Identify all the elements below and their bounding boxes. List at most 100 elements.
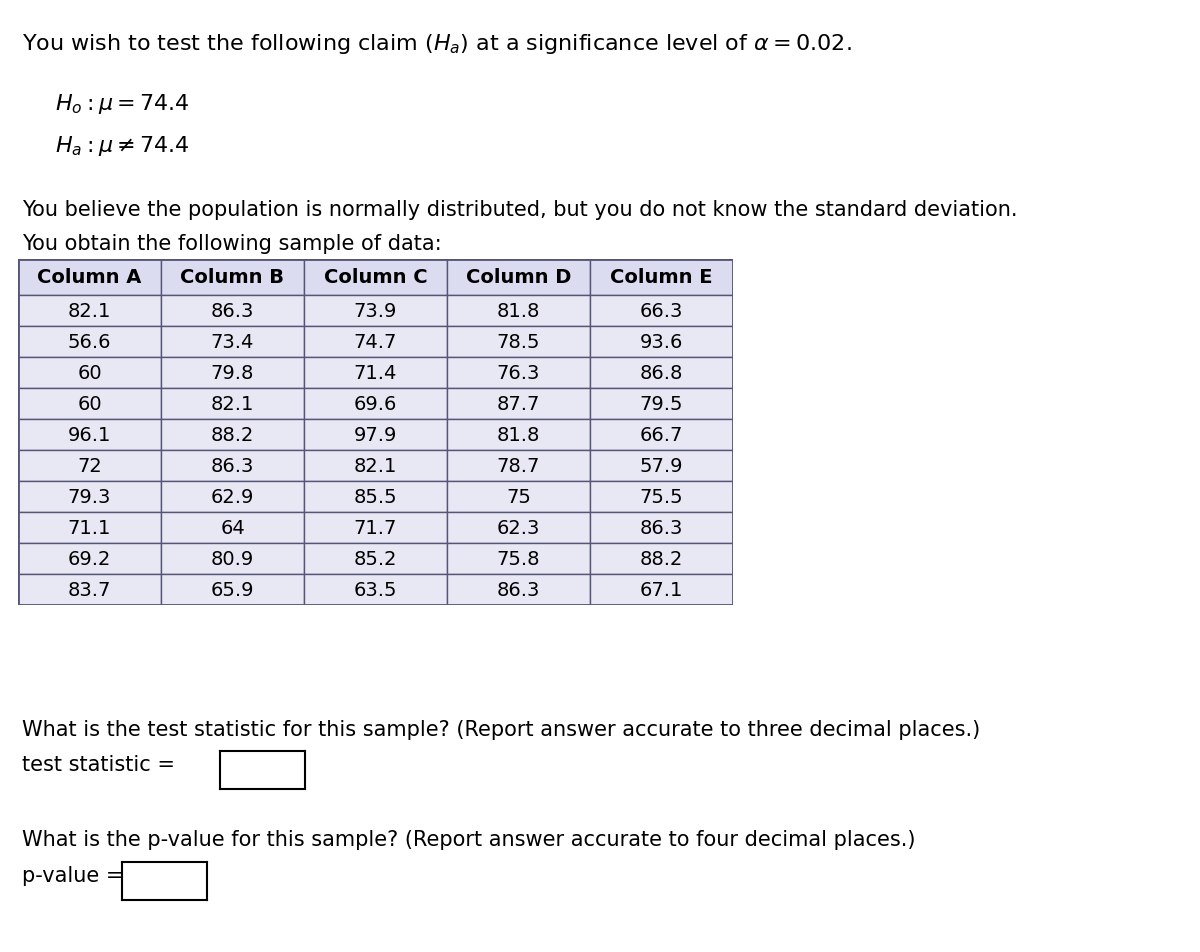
Text: 71.7: 71.7 [354, 519, 397, 538]
Text: p-value =: p-value = [22, 865, 124, 885]
Text: 86.3: 86.3 [211, 457, 254, 475]
Bar [304, 482, 446, 512]
Text: 82.1: 82.1 [68, 302, 112, 321]
Text: 71.1: 71.1 [68, 519, 112, 538]
Bar [18, 388, 161, 420]
Text: 60: 60 [77, 394, 102, 413]
Text: 96.1: 96.1 [68, 426, 112, 445]
Text: Column D: Column D [466, 268, 571, 288]
Text: 71.4: 71.4 [354, 364, 397, 383]
Bar [446, 420, 590, 450]
Text: You wish to test the following claim ($H_a$) at a significance level of $\alpha : You wish to test the following claim ($H… [22, 32, 852, 56]
Bar [590, 260, 733, 296]
Bar [161, 482, 304, 512]
Bar [446, 388, 590, 420]
Text: 75.8: 75.8 [497, 549, 540, 568]
Text: 88.2: 88.2 [211, 426, 254, 445]
Text: 78.5: 78.5 [497, 332, 540, 351]
Text: 86.8: 86.8 [640, 364, 683, 383]
Text: 66.3: 66.3 [640, 302, 683, 321]
Text: test statistic =: test statistic = [22, 754, 175, 774]
Text: 75: 75 [506, 487, 530, 506]
Bar [18, 544, 161, 574]
Bar [590, 482, 733, 512]
Text: 87.7: 87.7 [497, 394, 540, 413]
Bar [304, 544, 446, 574]
Bar [446, 327, 590, 358]
Text: 67.1: 67.1 [640, 581, 683, 600]
Text: 88.2: 88.2 [640, 549, 683, 568]
Bar [18, 327, 161, 358]
Text: Column E: Column E [611, 268, 713, 288]
Bar [446, 574, 590, 605]
Bar [590, 358, 733, 388]
Text: 79.5: 79.5 [640, 394, 683, 413]
Text: 80.9: 80.9 [211, 549, 254, 568]
Text: $H_o:\mu = 74.4$: $H_o:\mu = 74.4$ [55, 92, 190, 116]
Text: $H_a:\mu \neq 74.4$: $H_a:\mu \neq 74.4$ [55, 134, 190, 158]
Bar [590, 388, 733, 420]
Bar [446, 450, 590, 482]
Text: 57.9: 57.9 [640, 457, 683, 475]
Text: 86.3: 86.3 [640, 519, 683, 538]
Text: 93.6: 93.6 [640, 332, 683, 351]
Text: 73.9: 73.9 [354, 302, 397, 321]
Bar [590, 296, 733, 327]
Text: 97.9: 97.9 [354, 426, 397, 445]
Text: 56.6: 56.6 [67, 332, 112, 351]
Text: 69.6: 69.6 [354, 394, 397, 413]
Text: 86.3: 86.3 [211, 302, 254, 321]
Bar [590, 574, 733, 605]
Bar [446, 482, 590, 512]
Text: 66.7: 66.7 [640, 426, 683, 445]
Bar [161, 420, 304, 450]
Text: Column A: Column A [37, 268, 142, 288]
Bar [18, 358, 161, 388]
Text: 75.5: 75.5 [640, 487, 683, 506]
Bar [161, 388, 304, 420]
Text: 82.1: 82.1 [211, 394, 254, 413]
Bar [446, 358, 590, 388]
Text: 62.3: 62.3 [497, 519, 540, 538]
Bar [18, 450, 161, 482]
Bar [304, 388, 446, 420]
Bar [161, 512, 304, 544]
Bar [304, 420, 446, 450]
Bar [446, 512, 590, 544]
Text: What is the p-value for this sample? (Report answer accurate to four decimal pla: What is the p-value for this sample? (Re… [22, 829, 916, 849]
Text: 81.8: 81.8 [497, 426, 540, 445]
Bar [18, 260, 161, 296]
Text: Column C: Column C [324, 268, 427, 288]
Bar [18, 296, 161, 327]
Bar [304, 574, 446, 605]
Bar [304, 260, 446, 296]
Text: 81.8: 81.8 [497, 302, 540, 321]
Bar [590, 544, 733, 574]
Text: 85.2: 85.2 [354, 549, 397, 568]
Bar [161, 358, 304, 388]
Text: 74.7: 74.7 [354, 332, 397, 351]
Text: 64: 64 [220, 519, 245, 538]
Text: 78.7: 78.7 [497, 457, 540, 475]
Bar [18, 482, 161, 512]
Bar [304, 512, 446, 544]
Bar [18, 574, 161, 605]
Text: 85.5: 85.5 [354, 487, 397, 506]
Text: 60: 60 [77, 364, 102, 383]
Text: 82.1: 82.1 [354, 457, 397, 475]
Bar [161, 260, 304, 296]
Bar [161, 544, 304, 574]
Text: You believe the population is normally distributed, but you do not know the stan: You believe the population is normally d… [22, 200, 1018, 220]
Text: 62.9: 62.9 [211, 487, 254, 506]
Text: 63.5: 63.5 [354, 581, 397, 600]
Bar [590, 327, 733, 358]
Bar [590, 450, 733, 482]
Bar [161, 450, 304, 482]
Bar [161, 574, 304, 605]
Text: What is the test statistic for this sample? (Report answer accurate to three dec: What is the test statistic for this samp… [22, 720, 980, 739]
Bar [446, 260, 590, 296]
Bar [161, 327, 304, 358]
Text: 79.8: 79.8 [211, 364, 254, 383]
Bar [18, 420, 161, 450]
Text: 69.2: 69.2 [68, 549, 112, 568]
